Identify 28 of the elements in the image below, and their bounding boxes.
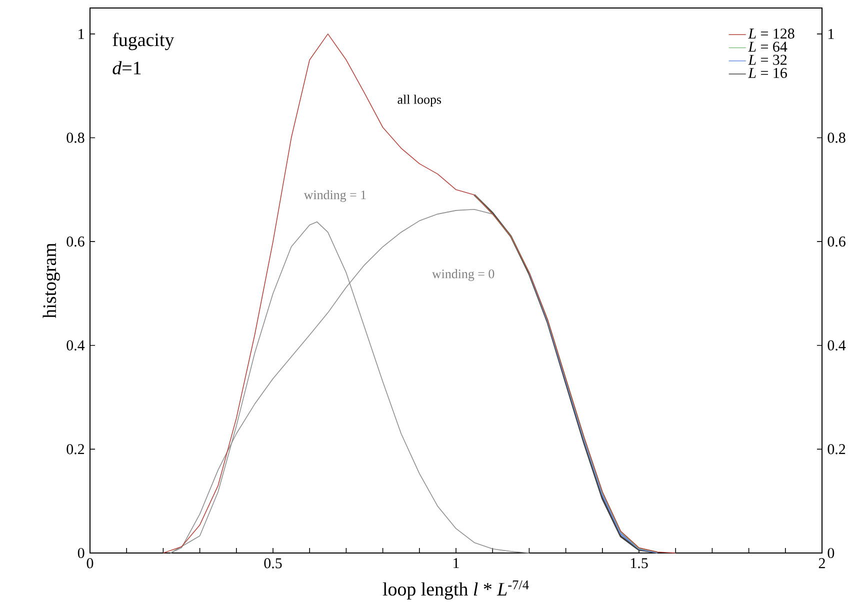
y-tick-label: 0.2: [66, 444, 84, 454]
annotation: all loops: [398, 94, 442, 107]
y-tick-label: 0.4: [66, 340, 85, 350]
y-tick-label: 1: [78, 29, 84, 39]
legend-label: L = 16: [748, 68, 787, 78]
y-tick-label: 0.6: [66, 236, 84, 247]
y2-tick-label: 0.4: [828, 340, 846, 350]
y2-tick-label: 0: [828, 548, 834, 558]
y-axis-title: histogram: [42, 242, 60, 318]
x-tick-label: 0.5: [264, 558, 282, 568]
x-axis-title: loop length l* L$^{-7/4}$: [382, 580, 529, 600]
y-tick-label: 0: [78, 548, 84, 558]
x-tick-label: 1: [454, 558, 459, 568]
annotation: winding = 1: [304, 190, 366, 202]
y2-tick-label: 0.2: [828, 444, 846, 454]
y2-tick-label: 0.6: [828, 236, 846, 247]
x-tick-label: 2: [818, 558, 825, 568]
annotation: winding = 0: [432, 269, 494, 281]
annotation: d=1: [112, 61, 141, 74]
x-tick-label: 0: [86, 558, 94, 568]
x-tick-label: 1.5: [630, 558, 648, 568]
legend-label: L = 32: [748, 54, 787, 65]
legend-label: L = 128: [748, 28, 794, 39]
y-tick-label: 0.8: [66, 132, 84, 143]
annotation: fugacity: [112, 32, 174, 50]
y2-tick-label: 1: [828, 29, 834, 39]
y2-tick-label: 0.8: [828, 132, 846, 143]
legend-label: L = 64: [748, 42, 788, 52]
